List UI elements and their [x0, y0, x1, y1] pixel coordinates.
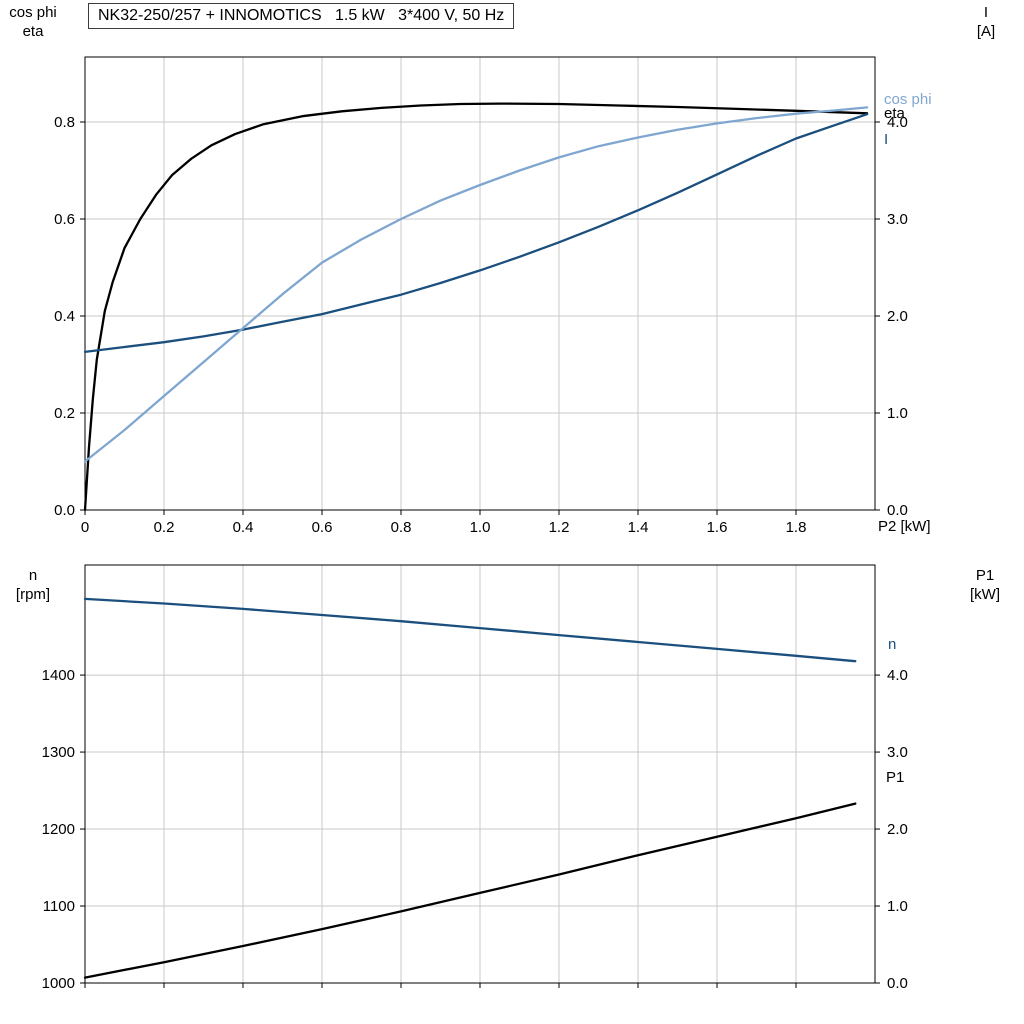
tick-label: 1.0 [887, 898, 908, 915]
tick-label: 0.8 [391, 519, 412, 536]
curve-label-cos-phi: cos phi [884, 91, 932, 108]
x-axis-label-p2: P2 [kW] [878, 518, 931, 535]
tick-label: 0.2 [54, 405, 75, 422]
chart-title: NK32-250/257 + INNOMOTICS 1.5 kW 3*400 V… [88, 3, 515, 29]
speed-and-input-power-curves: 1000 1100 1200 1300 1400 0.0 1.0 2.0 3.0 4.0 [42, 564, 908, 992]
tick-label: 0.4 [54, 308, 75, 325]
left-axis-title-bottom: n [rpm] [4, 566, 62, 604]
curve-eta [83, 102, 869, 512]
right-axis-title-bottom: P1 [kW] [959, 566, 1011, 604]
tick-label: 1.2 [549, 519, 570, 536]
tick-label: 0.0 [887, 502, 908, 519]
curve-label-current: I [884, 131, 889, 148]
tick-label: 0.6 [312, 519, 333, 536]
tick-label: 3.0 [887, 211, 908, 228]
tick-label: 3.0 [887, 744, 908, 761]
tick-label: 1.0 [887, 405, 908, 422]
tick-label: 0 [81, 519, 89, 536]
tick-label: 1100 [43, 898, 75, 915]
right-axis-title-p1: P1 [975, 567, 995, 584]
curve-label-eta: eta [884, 105, 905, 122]
right-axis-title-kw: [kW] [970, 586, 1000, 603]
left-axis-title-rpm: [rpm] [15, 586, 51, 603]
tick-label: 1400 [42, 667, 75, 684]
tick-label: 0.6 [54, 211, 75, 228]
curve-p1 [83, 802, 857, 979]
tick-label: 1200 [42, 821, 75, 838]
curve-label-speed: n [888, 636, 897, 653]
left-axis-title-top: cos phi eta [4, 3, 62, 41]
tick-label: 0.0 [887, 975, 908, 992]
tick-label: 4.0 [887, 667, 908, 684]
tick-label: 1000 [42, 975, 75, 992]
tick-label: 1.6 [707, 519, 728, 536]
tick-label: 1.4 [628, 519, 649, 536]
curve-i [83, 113, 869, 354]
tick-label: 0.0 [54, 502, 75, 519]
right-axis-title-top: I [A] [960, 3, 1012, 41]
curve-n [83, 597, 857, 663]
tick-label: 4.0 [887, 114, 908, 131]
tick-label: 1300 [42, 744, 75, 761]
right-axis-title-i: I [983, 4, 989, 21]
tick-label: 1.0 [470, 519, 491, 536]
tick-label: 2.0 [887, 821, 908, 838]
left-axis-title-n: n [28, 567, 38, 584]
tick-label: 0.8 [54, 114, 75, 131]
motor-electrical-curves: 0 0.2 0.4 0.6 0.8 1.0 1.2 1.4 1.6 1.8 0.0 0.2 0.4 0.6… [54, 56, 908, 536]
left-axis-title-cosphi: cos phi [9, 4, 57, 21]
left-axis-title-eta: eta [22, 23, 44, 40]
curve-cos-phi [83, 106, 869, 463]
tick-label: 2.0 [887, 308, 908, 325]
curve-label-input-power: P1 [886, 769, 905, 786]
tick-label: 0.2 [154, 519, 175, 536]
tick-label: 1.8 [786, 519, 807, 536]
tick-label: 0.4 [233, 519, 254, 536]
right-axis-title-amps: [A] [976, 23, 996, 40]
